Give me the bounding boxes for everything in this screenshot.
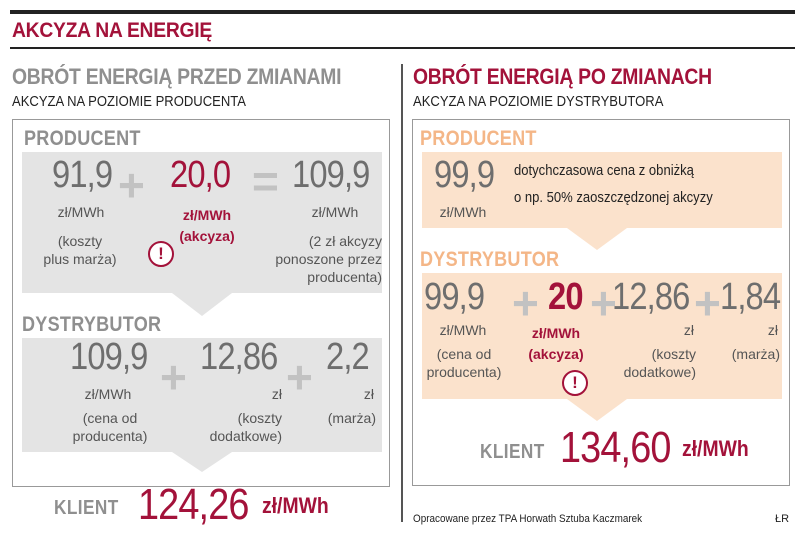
- right-klient-label: KLIENT: [480, 441, 545, 463]
- right-dist-plus1: +: [512, 277, 539, 329]
- right-dystrybutor-label: DYSTRYBUTOR: [420, 248, 560, 271]
- left-dist-extra-note: (koszty dodatkowe): [209, 410, 282, 444]
- left-dist-price-note: (cena od producenta): [72, 410, 148, 444]
- left-heading: OBRÓT ENERGIĄ PRZED ZMIANAMI: [12, 64, 342, 89]
- left-dystrybutor-label: DYSTRYBUTOR: [22, 313, 162, 336]
- right-subheading: AKCYZA NA POZIOMIE DYSTRYBUTORA: [413, 94, 664, 110]
- left-cost-note: (koszty plus marża): [43, 233, 117, 267]
- left-dist-plus2: +: [286, 351, 313, 403]
- left-producent-panel: [22, 152, 382, 316]
- left-dist-price-unit: zł/MWh: [84, 386, 132, 402]
- left-producent-label: PRODUCENT: [24, 127, 141, 150]
- main-title: AKCYZA NA ENERGIĘ: [12, 19, 212, 42]
- right-klient-unit: zł/MWh: [682, 436, 749, 461]
- right-dist-extra-note: (koszty dodatkowe): [623, 346, 696, 380]
- right-prod-desc1: dotychczasowa cena z obniżką: [514, 163, 694, 179]
- right-klient-value: 134,60: [560, 423, 671, 472]
- left-total-note: (2 zł akcyzy ponoszone przez producenta): [275, 233, 382, 285]
- right-prod-value: 99,9: [434, 154, 495, 196]
- left-cost-value: 91,9: [52, 154, 113, 196]
- left-alert-icon: !: [148, 241, 174, 267]
- left-total-value: 109,9: [292, 154, 370, 196]
- title-rule: [10, 47, 795, 49]
- right-dystrybutor-panel: [422, 273, 782, 421]
- right-dist-plus2: +: [590, 277, 617, 329]
- right-dist-price-unit: zł/MWh: [439, 322, 487, 338]
- left-dystrybutor-panel: [22, 338, 382, 472]
- right-dist-margin-unit: zł: [767, 322, 778, 338]
- right-dist-price-note: (cena od producenta): [426, 346, 502, 380]
- right-dist-excise-note: (akcyza): [528, 346, 584, 362]
- left-klient-label: KLIENT: [54, 497, 119, 519]
- right-dist-extra-value: 12,86: [612, 276, 690, 318]
- left-dist-margin-value: 2,2: [326, 336, 370, 378]
- right-dist-price-value: 99,9: [424, 276, 485, 318]
- column-divider: [401, 64, 403, 522]
- right-dist-excise-value: 20: [548, 276, 584, 318]
- top-rule: [10, 10, 795, 14]
- left-plus-operator: +: [118, 159, 145, 211]
- source-note: Opracowane przez TPA Horwath Sztuba Kacz…: [413, 513, 643, 525]
- left-dist-extra-value: 12,86: [200, 336, 278, 378]
- left-equals-operator: =: [252, 155, 279, 207]
- right-dist-extra-unit: zł: [683, 322, 694, 338]
- left-dist-margin-note: (marża): [327, 410, 376, 426]
- left-subheading: AKCYZA NA POZIOMIE PRODUCENTA: [12, 94, 246, 110]
- right-prod-desc2: o np. 50% zaoszczędzonej akcyzy: [514, 190, 713, 206]
- left-dist-extra-unit: zł: [271, 386, 282, 402]
- left-dist-price-value: 109,9: [70, 336, 148, 378]
- left-excise-value: 20,0: [170, 154, 231, 196]
- right-dist-excise-unit: zł/MWh: [531, 325, 581, 341]
- right-dist-margin-value: 1,84: [720, 276, 781, 318]
- left-excise-note: (akcyza): [179, 228, 235, 244]
- right-producent-label: PRODUCENT: [420, 127, 537, 150]
- right-heading: OBRÓT ENERGIĄ PO ZMIANACH: [413, 64, 712, 89]
- right-dist-margin-note: (marża): [731, 346, 780, 362]
- left-cost-unit: zł/MWh: [57, 204, 105, 220]
- left-total-unit: zł/MWh: [311, 204, 359, 220]
- author-signature: ŁR: [775, 513, 790, 525]
- right-dist-plus3: +: [694, 277, 721, 329]
- left-dist-margin-unit: zł: [363, 386, 374, 402]
- left-klient-unit: zł/MWh: [262, 493, 329, 518]
- left-klient-value: 124,26: [138, 480, 249, 529]
- left-excise-unit: zł/MWh: [182, 207, 232, 223]
- right-producent-panel: [422, 152, 782, 250]
- left-dist-plus1: +: [160, 351, 187, 403]
- right-alert-icon: !: [562, 370, 588, 396]
- right-prod-unit: zł/MWh: [439, 204, 487, 220]
